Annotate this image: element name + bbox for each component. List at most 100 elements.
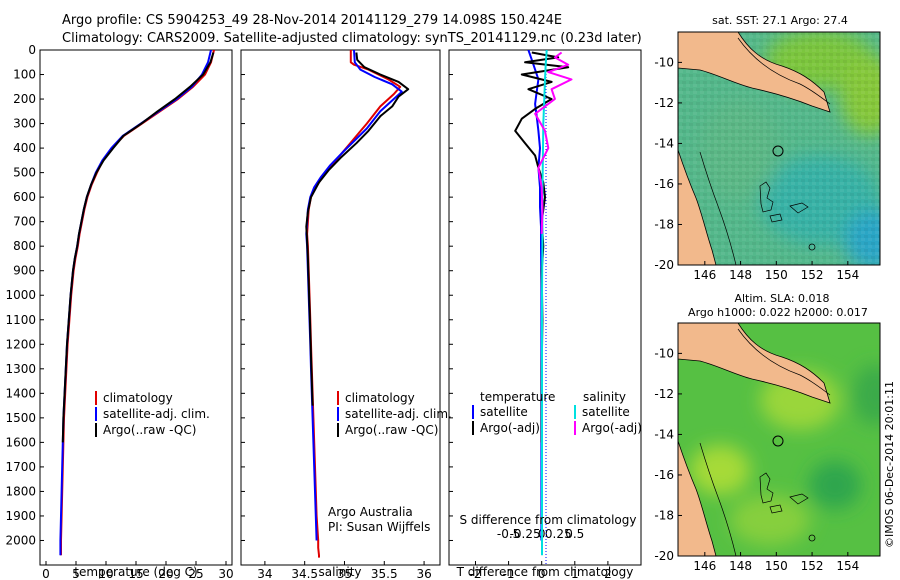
y-tick-label: 500 [13, 166, 36, 180]
x-tick-label: 35.5 [371, 567, 398, 580]
map-y-tick-label: -10 [654, 346, 674, 360]
salinity-series [305, 50, 410, 558]
depth-axis: 0 100 200 300 400 500 600 700 800 900 1000 1100 1200… [5, 43, 453, 547]
sst-map [678, 32, 880, 265]
s-tick-label: -0.25 [510, 527, 541, 541]
y-tick-label: 300 [13, 117, 36, 131]
map-x-tick-label: 152 [801, 559, 824, 573]
y-tick-label: 1200 [5, 337, 36, 351]
temperature-xlabel: temperature (deg C) [74, 565, 197, 579]
temperature-series [59, 50, 215, 556]
sla-reef-contour [759, 472, 809, 514]
map-x-tick-label: 146 [693, 268, 716, 282]
series-climatology [306, 50, 402, 558]
map-y-tick-label: -20 [654, 258, 674, 272]
x-tick-label: -2 [469, 567, 481, 580]
title-line-1: Argo profile: CS 5904253_49 28-Nov-2014 … [62, 13, 562, 28]
map-y-tick-label: -20 [654, 549, 674, 563]
sst-land-png [678, 32, 831, 113]
sst-land-australia [678, 149, 717, 265]
sst-map-title: sat. SST: 27.1 Argo: 27.4 [712, 14, 848, 27]
s-tick-label: 0.25 [545, 527, 572, 541]
y-tick-label: 600 [13, 190, 36, 204]
x-tick-label: -1 [503, 567, 515, 580]
y-tick-label: 2000 [5, 533, 36, 547]
x-tick-label: 2 [604, 567, 612, 580]
series-satellite-adj-clim- [305, 50, 403, 541]
sla-map-title-2: Argo h1000: 0.022 h2000: 0.017 [688, 306, 868, 319]
sla-mid-patch [730, 495, 810, 545]
map-x-tick-label: 152 [801, 268, 824, 282]
sla-low-patch [809, 461, 861, 509]
y-tick-label: 200 [13, 92, 36, 106]
x-tick-label: 20 [158, 567, 173, 580]
argo-float-marker [772, 435, 784, 447]
series-t-satellite [527, 50, 543, 541]
y-tick-label: 1000 [5, 288, 36, 302]
map-x-tick-label: 154 [836, 559, 859, 573]
t-difference-xlabel: T difference from climatology [456, 565, 634, 579]
series-s-satellite [541, 50, 548, 556]
x-tick-label: 10 [98, 567, 113, 580]
sst-map-axes: 146 148 150 152 154 -10 -12 -14 -16 -18 -20 [654, 55, 859, 282]
s-tick-label: -0.5 [497, 527, 520, 541]
series-s-argo-adj- [534, 51, 573, 234]
y-tick-label: 1100 [5, 313, 36, 327]
legend-header-salinity: salinity [583, 390, 626, 404]
legend-label-argo: Argo(..raw -QC) [103, 423, 196, 437]
legend-label-climatology: climatology [345, 391, 415, 405]
map-y-tick-label: -18 [654, 508, 674, 522]
series-satellite-adj-clim- [59, 50, 212, 556]
salinity-xlabel: salinity [318, 565, 361, 579]
sla-map-axes: 146 148 150 152 154 -10 -12 -14 -16 -18 -20 [654, 346, 859, 573]
y-tick-label: 900 [13, 264, 36, 278]
map-x-tick-label: 146 [693, 559, 716, 573]
difference-axes [448, 49, 642, 566]
argo-australia-note: Argo Australia [328, 505, 413, 519]
map-y-tick-label: -12 [654, 96, 674, 110]
salinity-x-axis: 34 34.5 35 35.5 36 [257, 561, 432, 580]
series-argo-raw-qc- [305, 52, 410, 406]
sla-map-frame [677, 322, 881, 557]
y-tick-label: 1600 [5, 435, 36, 449]
y-tick-label: 400 [13, 141, 36, 155]
map-y-tick-label: -12 [654, 387, 674, 401]
x-tick-label: 30 [218, 567, 233, 580]
x-tick-label: 5 [72, 567, 80, 580]
map-x-tick-label: 148 [729, 559, 752, 573]
x-tick-label: 0 [42, 567, 50, 580]
y-tick-label: 800 [13, 239, 36, 253]
sst-island-marker [808, 243, 816, 251]
x-tick-label: 36 [416, 567, 431, 580]
y-tick-label: 1800 [5, 484, 36, 498]
s-difference-xlabel: S difference from climatology [460, 513, 637, 527]
temperature-x-axis: 0 5 10 15 20 25 30 [42, 561, 234, 580]
map-y-tick-label: -10 [654, 55, 674, 69]
legend-label-satellite: satellite-adj. clim. [345, 407, 452, 421]
map-y-tick-label: -14 [654, 427, 674, 441]
map-x-tick-label: 154 [836, 268, 859, 282]
legend-label-climatology: climatology [103, 391, 173, 405]
series-argo-raw-qc- [61, 52, 215, 443]
difference-series [514, 50, 573, 565]
sla-land-australia [678, 440, 717, 556]
map-y-tick-label: -18 [654, 217, 674, 231]
legend-label-t-argo: Argo(-adj) [480, 421, 540, 435]
s-tick-label: 0.5 [565, 527, 584, 541]
x-tick-label: 34.5 [291, 567, 318, 580]
argo-float-marker [772, 145, 784, 157]
difference-legend: temperature salinity satellite Argo(-adj… [472, 390, 642, 435]
x-tick-label: 0 [538, 567, 546, 580]
y-tick-label: 1900 [5, 509, 36, 523]
legend-label-satellite: satellite-adj. clim. [103, 407, 210, 421]
x-tick-label: 15 [128, 567, 143, 580]
legend-label-s-satellite: satellite [582, 405, 630, 419]
salinity-legend: climatology satellite-adj. clim. Argo(..… [337, 391, 452, 437]
legend-header-temperature: temperature [480, 390, 555, 404]
credit-stamp: ©IMOS 06-Dec-2014 20:01:11 [883, 381, 896, 548]
y-tick-label: 1700 [5, 460, 36, 474]
map-y-tick-label: -14 [654, 136, 674, 150]
sla-bathy-contour-north [737, 328, 831, 396]
y-tick-label: 1500 [5, 411, 36, 425]
